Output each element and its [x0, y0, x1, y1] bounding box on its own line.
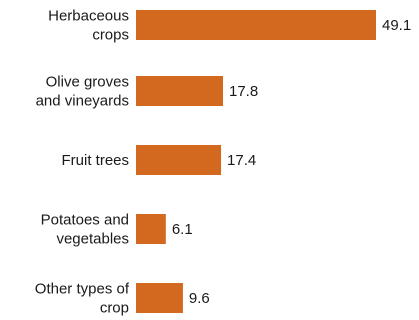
value-label-3: 6.1	[172, 221, 193, 238]
category-label-line: and vineyards	[36, 93, 129, 110]
value-label-1: 17.8	[229, 83, 258, 100]
category-label-line: Fruit trees	[61, 152, 129, 169]
category-label-line: Olive groves	[46, 74, 129, 91]
category-label-line: Herbaceous	[48, 8, 129, 25]
bar-4	[136, 283, 183, 313]
value-label-0: 49.1	[382, 17, 411, 34]
value-label-4: 9.6	[189, 290, 210, 307]
category-label-0: Herbaceous crops	[48, 8, 129, 44]
category-label-line: vegetables	[56, 231, 129, 248]
value-label-2: 17.4	[227, 152, 256, 169]
bar-3	[136, 214, 166, 244]
category-label-3: Potatoes and vegetables	[41, 212, 129, 248]
category-label-4: Other types of crop	[35, 281, 130, 317]
category-label-line: Other types of	[35, 281, 130, 298]
category-label-2: Fruit trees	[61, 152, 129, 169]
bar-2	[136, 145, 222, 175]
category-label-line: crops	[92, 27, 129, 44]
bar-0	[136, 10, 376, 40]
bar-1	[136, 76, 224, 106]
category-label-line: Potatoes and	[41, 212, 129, 229]
category-label-1: Olive groves and vineyards	[36, 74, 129, 110]
category-label-line: crop	[100, 300, 129, 317]
